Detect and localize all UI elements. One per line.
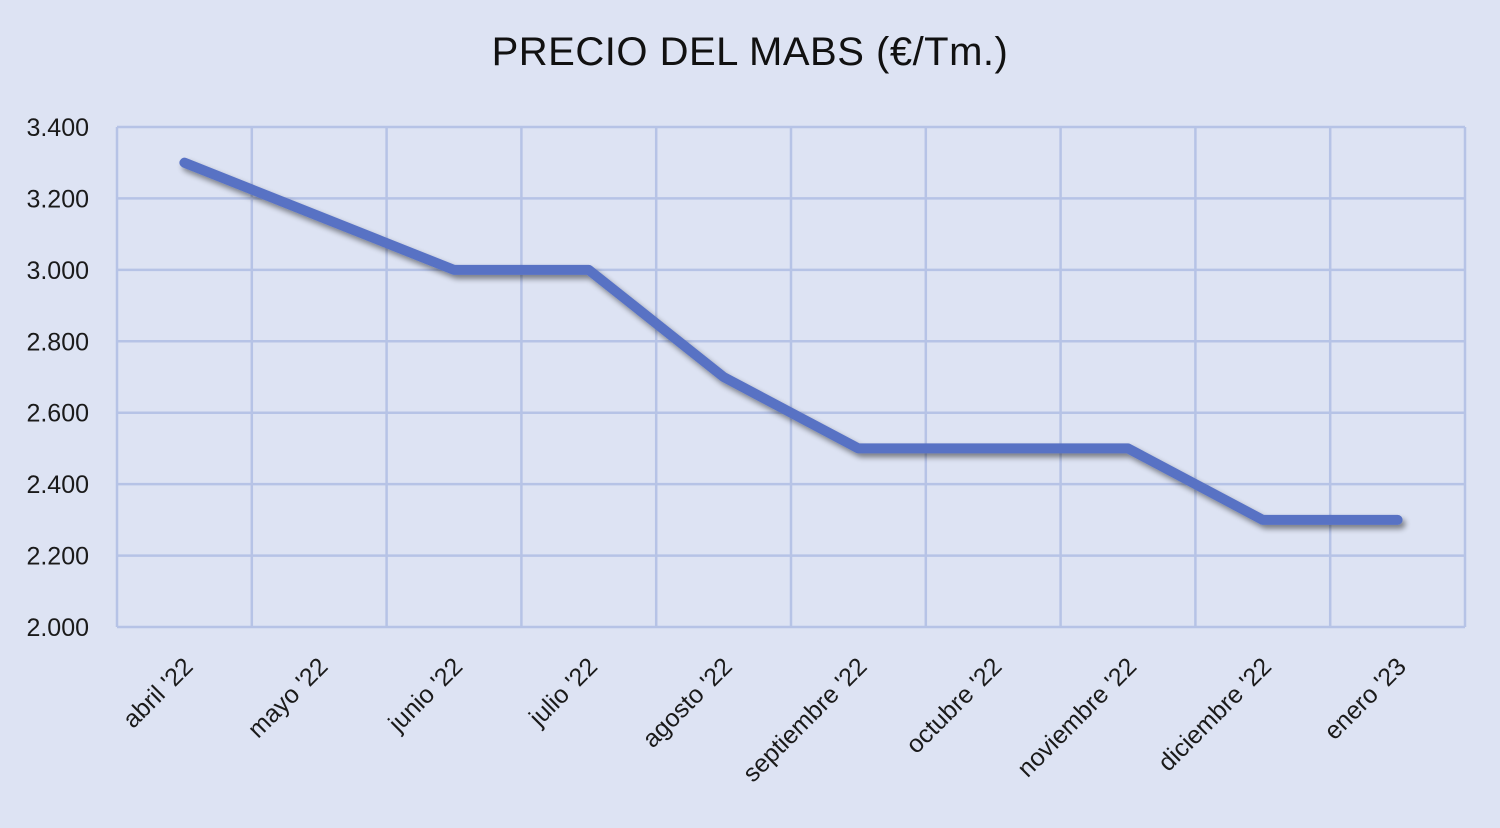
x-tick-label: julio '22 [523,652,603,732]
y-tick-label: 3.200 [26,185,89,213]
series-line-0 [179,157,1403,525]
y-axis-ticks: 2.000 2.200 2.400 2.600 2.800 3.000 3.200 3.400 [26,114,89,642]
x-tick-label: mayo '22 [242,652,333,743]
x-tick-label: noviembre '22 [1012,652,1142,782]
grid-lines [115,125,1467,629]
x-tick-label: agosto '22 [637,652,738,753]
x-tick-label: junio '22 [382,652,468,738]
x-axis-ticks: abril '22 mayo '22 junio '22 julio '22 agost… [117,652,1411,787]
x-tick-label: diciembre '22 [1153,652,1277,776]
x-tick-label: octubre '22 [901,652,1008,759]
y-tick-label: 2.400 [26,471,89,499]
y-tick-label: 2.600 [26,400,89,428]
y-tick-label: 2.800 [26,328,89,356]
y-tick-label: 3.400 [26,114,89,142]
y-tick-label: 3.000 [26,257,89,285]
x-tick-label: enero '23 [1319,652,1412,745]
series-layer [179,157,1403,525]
y-tick-label: 2.000 [26,614,89,642]
y-tick-label: 2.200 [26,543,89,571]
chart-title: PRECIO DEL MABS (€/Tm.) [491,30,1009,74]
x-tick-label: septiembre '22 [737,652,872,787]
x-tick-label: abril '22 [117,652,198,733]
